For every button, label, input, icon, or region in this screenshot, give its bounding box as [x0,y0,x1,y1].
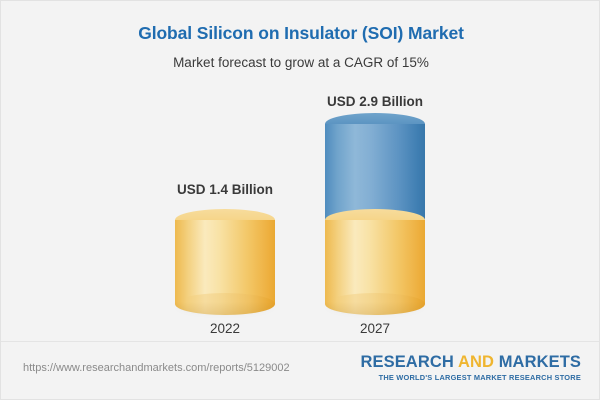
bar-group-2027: USD 2.9 Billion 2027 [325,86,425,336]
cylinder-bottom-cap-2027 [325,293,425,315]
cylinder-bottom-shade-2027 [325,293,425,315]
logo-word-markets: MARKETS [498,353,581,371]
category-label-2022: 2022 [209,321,241,336]
page-title: Global Silicon on Insulator (SOI) Market [138,23,464,43]
bar-value-label-2022: USD 1.4 Billion [176,182,274,197]
cylinder-body-2022 [175,220,275,304]
logo-wordmark: RESEARCH AND MARKETS [360,353,581,371]
source-url-link[interactable]: https://www.researchandmarkets.com/repor… [23,362,290,374]
bar-segment-growth-2027 [325,113,425,220]
logo-tagline: THE WORLD'S LARGEST MARKET RESEARCH STOR… [378,373,581,383]
logo-word-and: AND [457,353,495,371]
research-and-markets-logo[interactable]: RESEARCH AND MARKETS THE WORLD'S LARGEST… [360,353,581,383]
bar-chart-plot-area: USD 1.4 Billion 2022 USD 2.9 Billion [1,86,599,336]
cylinder-body-blue-2027 [325,124,425,220]
cylinder-bottom-cap-2022 [175,293,275,315]
bar-segment-base-2027 [325,209,425,304]
chart-header: Global Silicon on Insulator (SOI) Market… [1,1,599,70]
bar-group-2022: USD 1.4 Billion 2022 [175,86,275,336]
bar-segment-base-2022 [175,209,275,304]
cylinder-body-gold-2027 [325,220,425,304]
category-label-2027: 2027 [359,321,391,336]
cylinder-2027 [325,113,425,315]
chart-subtitle: Market forecast to grow at a CAGR of 15% [173,55,429,70]
bar-value-label-2027: USD 2.9 Billion [326,94,424,109]
cylinder-2022 [175,209,275,315]
footer-bar: https://www.researchandmarkets.com/repor… [1,341,599,399]
cylinder-bottom-shade-2022 [175,293,275,315]
logo-word-research: RESEARCH [360,353,454,371]
